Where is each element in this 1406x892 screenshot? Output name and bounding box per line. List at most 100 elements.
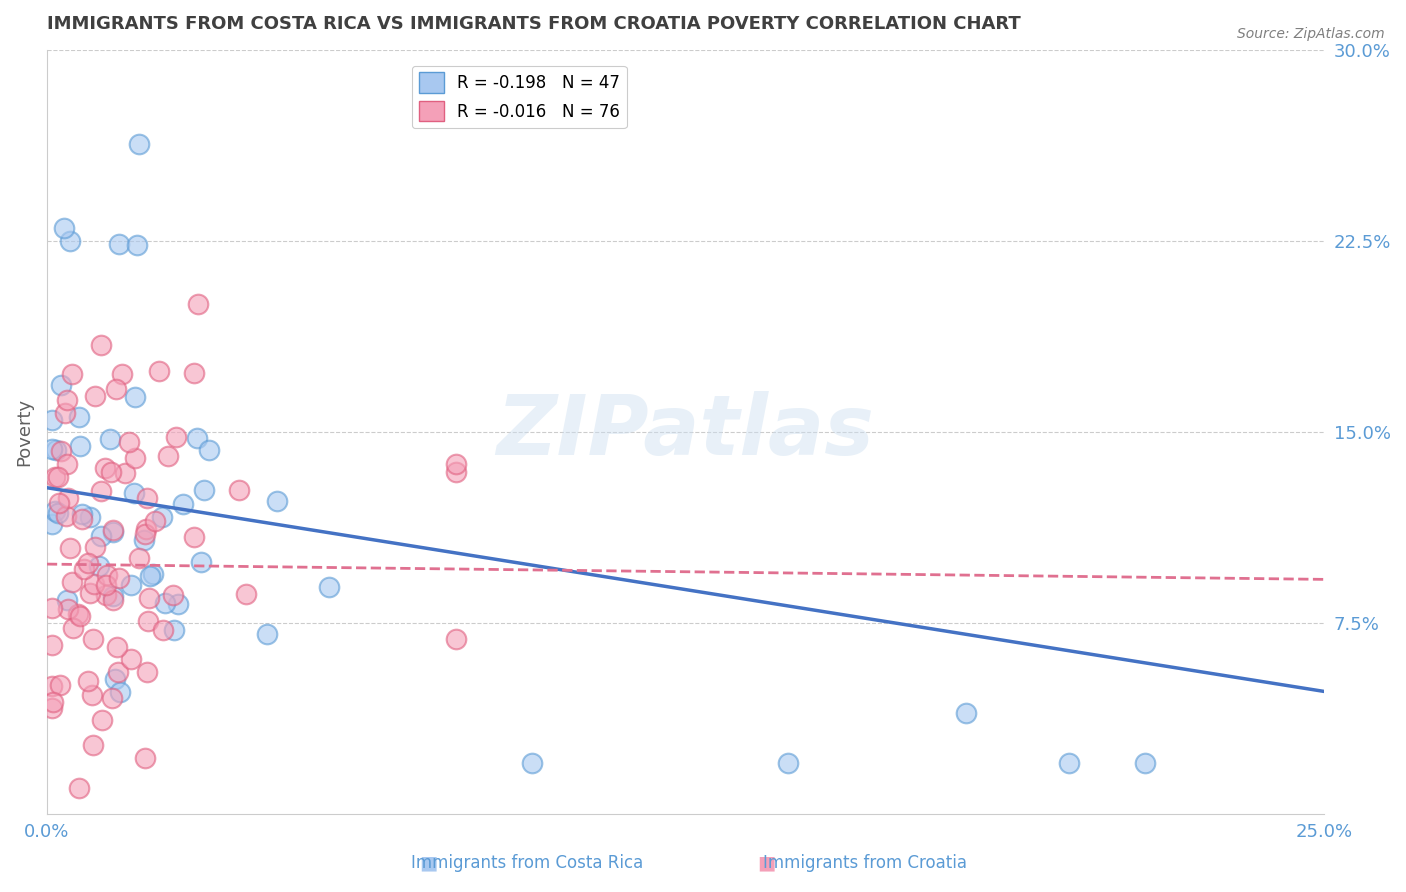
Point: [82, 739, 104, 753]
Point: [59, 234, 82, 248]
Point: [266, 493, 288, 508]
Point: [256, 627, 278, 641]
Point: [228, 483, 250, 498]
Point: [190, 555, 212, 569]
Point: [105, 640, 128, 655]
Point: [90, 338, 112, 352]
Point: [132, 533, 155, 547]
Point: [186, 431, 208, 445]
Point: [90, 484, 112, 499]
Text: ■: ■: [756, 854, 776, 872]
Point: [77, 674, 100, 689]
Point: [153, 596, 176, 610]
Point: [48, 495, 70, 509]
Point: [98, 432, 121, 446]
Point: [60, 575, 83, 590]
Point: [152, 623, 174, 637]
Point: [94, 461, 117, 475]
Point: [167, 597, 190, 611]
Point: [83, 577, 105, 591]
Point: [1133, 756, 1156, 770]
Point: [127, 238, 149, 252]
Point: [55, 457, 77, 471]
Point: [101, 592, 124, 607]
Point: [41, 600, 63, 615]
Point: [46, 506, 69, 520]
Point: [56, 491, 79, 505]
Point: [41, 680, 63, 694]
Text: Immigrants from Croatia: Immigrants from Croatia: [762, 855, 967, 872]
Point: [520, 756, 543, 770]
Point: [111, 367, 134, 381]
Point: [51, 444, 73, 458]
Point: [187, 297, 209, 311]
Point: [124, 450, 146, 465]
Point: [56, 593, 79, 607]
Point: [42, 696, 65, 710]
Point: [49, 678, 72, 692]
Point: [134, 751, 156, 765]
Point: [89, 559, 111, 574]
Point: [100, 465, 122, 479]
Point: [108, 571, 131, 585]
Point: [444, 465, 467, 479]
Point: [89, 529, 111, 543]
Point: [128, 551, 150, 566]
Point: [114, 467, 136, 481]
Point: [122, 486, 145, 500]
Point: [55, 508, 77, 523]
Point: [90, 713, 112, 727]
Point: [101, 523, 124, 537]
Point: [148, 364, 170, 378]
Point: [120, 578, 142, 592]
Point: [139, 568, 162, 582]
Point: [59, 541, 82, 556]
Point: [60, 368, 83, 382]
Y-axis label: Poverty: Poverty: [15, 398, 32, 466]
Text: Immigrants from Costa Rica: Immigrants from Costa Rica: [411, 855, 644, 872]
Point: [101, 589, 124, 603]
Point: [62, 622, 84, 636]
Point: [69, 439, 91, 453]
Point: [135, 522, 157, 536]
Point: [136, 491, 159, 506]
Point: [172, 497, 194, 511]
Point: [45, 443, 67, 458]
Point: [1057, 756, 1080, 770]
Point: [163, 623, 186, 637]
Point: [73, 562, 96, 576]
Point: [107, 665, 129, 679]
Point: [96, 568, 118, 582]
Text: ■: ■: [419, 854, 439, 872]
Point: [134, 527, 156, 541]
Point: [444, 457, 467, 471]
Point: [143, 514, 166, 528]
Point: [56, 393, 79, 408]
Point: [444, 632, 467, 647]
Point: [183, 530, 205, 544]
Point: [94, 588, 117, 602]
Point: [41, 700, 63, 714]
Point: [84, 541, 107, 555]
Point: [56, 601, 79, 615]
Text: Source: ZipAtlas.com: Source: ZipAtlas.com: [1237, 27, 1385, 41]
Point: [138, 591, 160, 605]
Point: [165, 429, 187, 443]
Point: [46, 470, 69, 484]
Point: [235, 587, 257, 601]
Point: [41, 413, 63, 427]
Point: [101, 690, 124, 705]
Point: [44, 470, 66, 484]
Point: [128, 136, 150, 151]
Point: [70, 507, 93, 521]
Point: [142, 567, 165, 582]
Point: [157, 449, 180, 463]
Point: [138, 614, 160, 628]
Point: [104, 382, 127, 396]
Point: [193, 483, 215, 497]
Point: [67, 607, 90, 621]
Point: [49, 377, 72, 392]
Point: [80, 688, 103, 702]
Point: [53, 406, 76, 420]
Point: [44, 504, 66, 518]
